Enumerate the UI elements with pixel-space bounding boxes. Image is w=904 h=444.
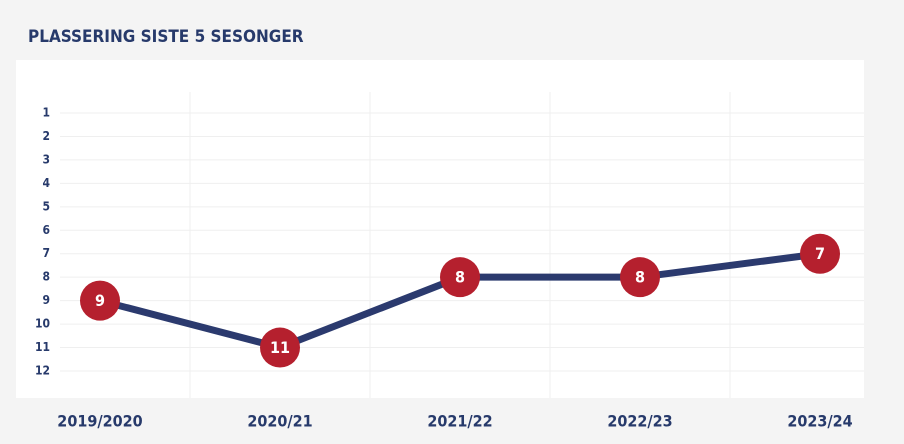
point-marker	[80, 280, 120, 321]
x-tick-label: 2019/2020	[57, 412, 142, 431]
y-tick-label: 2	[42, 129, 50, 143]
y-tick-label: 8	[42, 270, 50, 284]
y-tick-label: 12	[35, 364, 50, 378]
y-tick-label: 3	[42, 152, 50, 166]
point-marker	[620, 257, 660, 298]
y-tick-label: 9	[42, 293, 50, 307]
point-marker	[260, 327, 300, 368]
data-label: 11	[270, 338, 290, 357]
data-label: 8	[635, 268, 645, 287]
y-tick-label: 4	[42, 176, 50, 190]
data-label: 7	[815, 244, 825, 263]
plot-panel	[16, 60, 864, 398]
x-tick-label: 2021/22	[427, 412, 492, 431]
data-label: 9	[95, 291, 105, 310]
y-tick-label: 11	[35, 340, 50, 354]
point-marker	[440, 257, 480, 298]
x-tick-label: 2022/23	[607, 412, 672, 431]
point-marker	[800, 233, 840, 274]
chart-title: PLASSERING SISTE 5 SESONGER	[28, 27, 304, 47]
y-tick-label: 10	[35, 317, 50, 331]
y-tick-label: 6	[42, 223, 50, 237]
y-tick-label: 5	[42, 199, 50, 213]
y-tick-label: 1	[42, 106, 50, 120]
x-tick-label: 2020/21	[247, 412, 312, 431]
data-label: 8	[455, 268, 465, 287]
y-tick-label: 7	[42, 246, 50, 260]
x-tick-label: 2023/24	[787, 412, 852, 431]
